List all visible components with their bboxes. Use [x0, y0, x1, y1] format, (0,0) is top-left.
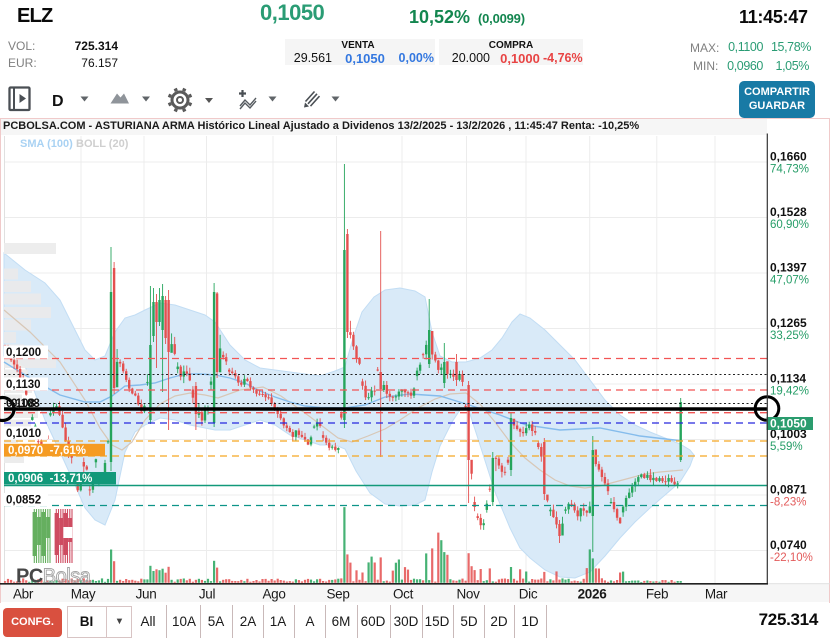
svg-text:Dic: Dic	[519, 587, 538, 602]
svg-text:0,1003: 0,1003	[770, 427, 807, 441]
svg-text:SMA (100): SMA (100)	[20, 138, 73, 150]
svg-text:33,25%: 33,25%	[770, 330, 809, 342]
svg-text:0,0852: 0,0852	[6, 495, 41, 507]
svg-text:Jul: Jul	[199, 587, 216, 602]
svg-text:0,1130: 0,1130	[6, 379, 41, 391]
svg-text:47,07%: 47,07%	[770, 275, 809, 287]
svg-text:BOLL (20): BOLL (20)	[76, 138, 129, 150]
svg-text:Nov: Nov	[456, 587, 480, 602]
svg-text:74,73%: 74,73%	[770, 164, 809, 176]
svg-text:0,1010: 0,1010	[6, 428, 41, 440]
svg-text:19,42%: 19,42%	[770, 386, 809, 398]
svg-text:0,0970 -7,61%: 0,0970 -7,61%	[8, 445, 86, 457]
svg-text:0,1265: 0,1265	[770, 316, 807, 330]
svg-text:-22,10%: -22,10%	[770, 552, 813, 564]
svg-text:0,108: 0,108	[11, 398, 40, 410]
svg-text:0,0906 -13,71%: 0,0906 -13,71%	[8, 473, 92, 485]
svg-text:May: May	[71, 587, 96, 602]
svg-text:PCBolsa: PCBolsa	[16, 566, 92, 588]
svg-text:Feb: Feb	[646, 587, 668, 602]
svg-text:60,90%: 60,90%	[770, 219, 809, 231]
svg-text:2026: 2026	[578, 587, 608, 602]
svg-text:0,1050: 0,1050	[770, 417, 807, 431]
svg-text:0,1397: 0,1397	[770, 261, 807, 275]
svg-text:Ago: Ago	[262, 587, 285, 602]
svg-text:0,1660: 0,1660	[770, 150, 807, 164]
svg-text:Sep: Sep	[326, 587, 349, 602]
svg-text:D: D	[52, 93, 64, 110]
svg-text:0,0871: 0,0871	[770, 483, 807, 497]
svg-text:Mar: Mar	[705, 587, 728, 602]
svg-text:0,0740: 0,0740	[770, 538, 807, 552]
svg-text:Jun: Jun	[136, 587, 157, 602]
svg-text:0,108: 0,108	[6, 398, 35, 410]
svg-text:0,1134: 0,1134	[770, 372, 806, 386]
svg-text:0,1200: 0,1200	[6, 347, 41, 359]
svg-text:5,59%: 5,59%	[770, 441, 803, 453]
svg-text:0,1528: 0,1528	[770, 205, 807, 219]
svg-text:Abr: Abr	[13, 587, 34, 602]
svg-text:Oct: Oct	[393, 587, 414, 602]
svg-text:-8,23%: -8,23%	[770, 497, 806, 509]
